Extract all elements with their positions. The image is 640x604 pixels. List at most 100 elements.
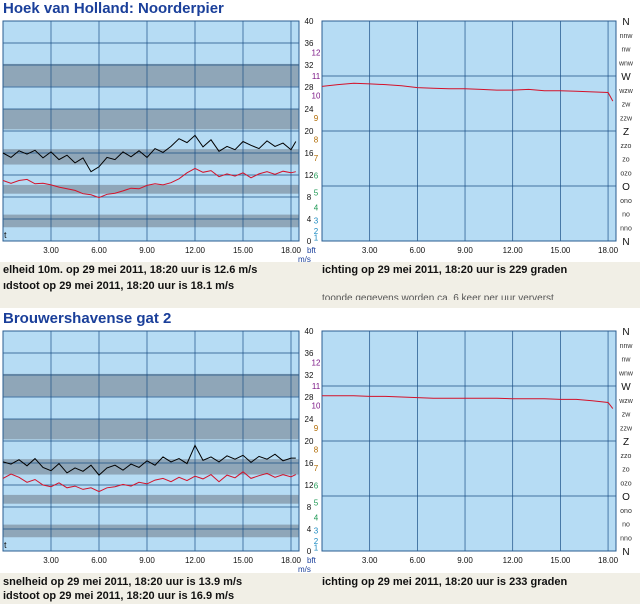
wind-direction-chart-2: 3.00 6.00 9.00 12.00 15.00 18.00NnnonoonoOozo… xyxy=(321,327,634,565)
wind-speed-chart-2: 3.00 6.00 9.00 12.00 15.00 18.00t403632282420… xyxy=(2,327,320,574)
bft-tick-label: 4 xyxy=(314,203,319,212)
ms-tick-label: 0 xyxy=(307,237,312,246)
time-tick-label: 9.00 xyxy=(457,246,473,255)
bft-tick-label: 9 xyxy=(314,424,319,433)
time-tick-label: 6.00 xyxy=(91,246,107,255)
wind-speed-line xyxy=(2,167,296,199)
direction-tick-label: Z xyxy=(623,437,629,448)
ms-tick-label: 36 xyxy=(305,39,314,48)
bft-unit-label: bft xyxy=(307,246,317,255)
ms-tick-label: 28 xyxy=(305,83,314,92)
wind-gust-line xyxy=(2,134,297,173)
ms-tick-label: 8 xyxy=(307,503,312,512)
ms-tick-label: 16 xyxy=(305,459,314,468)
beaufort-band-5 xyxy=(3,373,299,397)
caption-band-1 xyxy=(0,262,640,308)
direction-tick-label: zo xyxy=(622,157,630,164)
ms-tick-label: 20 xyxy=(305,437,314,446)
bft-tick-label: 4 xyxy=(314,513,319,522)
bft-tick-label: 8 xyxy=(314,445,319,454)
time-tick-label: 15.00 xyxy=(550,246,571,255)
wind-speed-line xyxy=(2,471,297,493)
ms-tick-label: 0 xyxy=(307,547,312,556)
bft-unit-label: bft xyxy=(307,556,317,565)
direction-tick-label: nno xyxy=(620,225,632,232)
time-tick-label: 9.00 xyxy=(457,556,473,565)
ms-tick-label: 20 xyxy=(305,127,314,136)
direction-tick-label: ono xyxy=(620,508,632,515)
time-tick-label: 3.00 xyxy=(362,556,378,565)
beaufort-band-2 xyxy=(3,184,299,194)
bft-tick-label: 5 xyxy=(314,499,319,508)
beaufort-band-4 xyxy=(3,109,299,130)
wind-speed-chart-1: 3.00 6.00 9.00 12.00 15.00 18.00t403632282420… xyxy=(2,17,320,264)
ms-unit-label: m/s xyxy=(298,255,311,264)
ms-unit-label: m/s xyxy=(298,565,311,574)
direction-tick-label: zo xyxy=(622,467,630,474)
time-tick-label: 9.00 xyxy=(139,246,155,255)
time-tick-label: 18.00 xyxy=(598,246,619,255)
ms-tick-label: 4 xyxy=(307,215,312,224)
time-tick-label: 18.00 xyxy=(598,556,619,565)
bft-tick-label: 2 xyxy=(314,227,319,236)
direction-tick-label: nw xyxy=(622,357,632,364)
time-tick-label: 12.00 xyxy=(185,556,206,565)
time-tick-label: 18.00 xyxy=(281,246,302,255)
station-title-1: Hoek van Holland: Noorderpier xyxy=(3,0,224,17)
time-tick-label: 18.00 xyxy=(281,556,302,565)
bft-tick-label: 1 xyxy=(314,544,319,553)
bft-tick-label: 6 xyxy=(314,172,319,181)
ms-tick-label: 40 xyxy=(305,327,314,336)
direction-caption-1: ichting op 29 mei 2011, 18:20 uur is 229… xyxy=(322,264,568,276)
beaufort-band-3 xyxy=(3,459,299,475)
time-tick-label: 9.00 xyxy=(139,556,155,565)
time-tick-label: 3.00 xyxy=(362,246,378,255)
bft-tick-label: 12 xyxy=(312,48,320,57)
bft-tick-label: 8 xyxy=(314,135,319,144)
direction-tick-label: wnw xyxy=(618,370,634,377)
bft-tick-label: 6 xyxy=(314,482,319,491)
beaufort-band-1 xyxy=(3,524,299,538)
update-note-1: toonde gegevens worden ca. 6 keer per uu… xyxy=(322,293,554,300)
beaufort-band-2 xyxy=(3,494,299,504)
plot-frame xyxy=(321,20,617,242)
wind-direction-line xyxy=(322,395,614,409)
direction-tick-label: N xyxy=(622,17,629,28)
direction-tick-label: no xyxy=(622,522,630,529)
beaufort-band-1 xyxy=(3,214,299,228)
wind-direction-line xyxy=(321,82,614,102)
bft-tick-label: 3 xyxy=(314,527,319,536)
plot-frame xyxy=(2,20,300,242)
direction-tick-label: zzw xyxy=(620,425,633,432)
bft-tick-label: 7 xyxy=(314,464,319,473)
time-tick-label: 6.00 xyxy=(410,556,426,565)
speed-caption-1: elheid 10m. op 29 mei 2011, 18:20 uur is… xyxy=(3,264,258,276)
ms-tick-label: 24 xyxy=(305,105,314,114)
direction-tick-label: ozo xyxy=(620,170,631,177)
direction-tick-label: zw xyxy=(622,412,632,419)
bft-tick-label: 3 xyxy=(314,217,319,226)
time-tick-label: 6.00 xyxy=(91,556,107,565)
bft-tick-label: 5 xyxy=(314,189,319,198)
bft-tick-label: 2 xyxy=(314,537,319,546)
beaufort-band-4 xyxy=(3,419,299,440)
plot-frame xyxy=(2,330,300,552)
bft-tick-label: 11 xyxy=(312,382,320,391)
direction-tick-label: W xyxy=(621,382,631,393)
ms-tick-label: 32 xyxy=(305,371,314,380)
direction-tick-label: zzo xyxy=(621,143,632,150)
direction-tick-label: W xyxy=(621,72,631,83)
bft-tick-label: 1 xyxy=(314,234,319,243)
direction-tick-label: ozo xyxy=(620,480,631,487)
wind-gust-line xyxy=(2,444,296,476)
direction-caption-2: ichting op 29 mei 2011, 18:20 uur is 233… xyxy=(322,576,568,588)
direction-tick-label: O xyxy=(622,492,630,503)
direction-tick-label: wzw xyxy=(618,398,634,405)
ms-tick-label: 24 xyxy=(305,415,314,424)
plot-frame xyxy=(321,330,617,552)
time-tick-label: 12.00 xyxy=(503,556,524,565)
ms-tick-label: 12 xyxy=(305,481,314,490)
corner-label: t xyxy=(4,230,7,240)
corner-label: t xyxy=(4,540,7,550)
ms-tick-label: 40 xyxy=(305,17,314,26)
